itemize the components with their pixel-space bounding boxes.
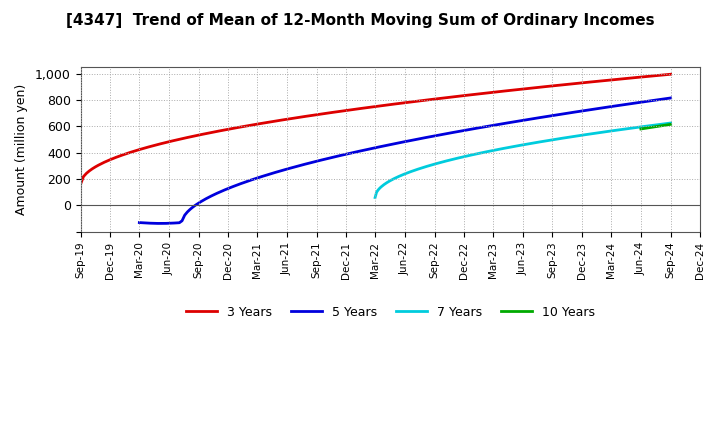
Legend: 3 Years, 5 Years, 7 Years, 10 Years: 3 Years, 5 Years, 7 Years, 10 Years bbox=[181, 301, 600, 324]
Line: 7 Years: 7 Years bbox=[375, 123, 670, 198]
Text: [4347]  Trend of Mean of 12-Month Moving Sum of Ordinary Incomes: [4347] Trend of Mean of 12-Month Moving … bbox=[66, 13, 654, 28]
Line: 5 Years: 5 Years bbox=[140, 98, 670, 224]
Line: 10 Years: 10 Years bbox=[641, 125, 670, 129]
Y-axis label: Amount (million yen): Amount (million yen) bbox=[15, 84, 28, 215]
Line: 3 Years: 3 Years bbox=[81, 74, 670, 184]
